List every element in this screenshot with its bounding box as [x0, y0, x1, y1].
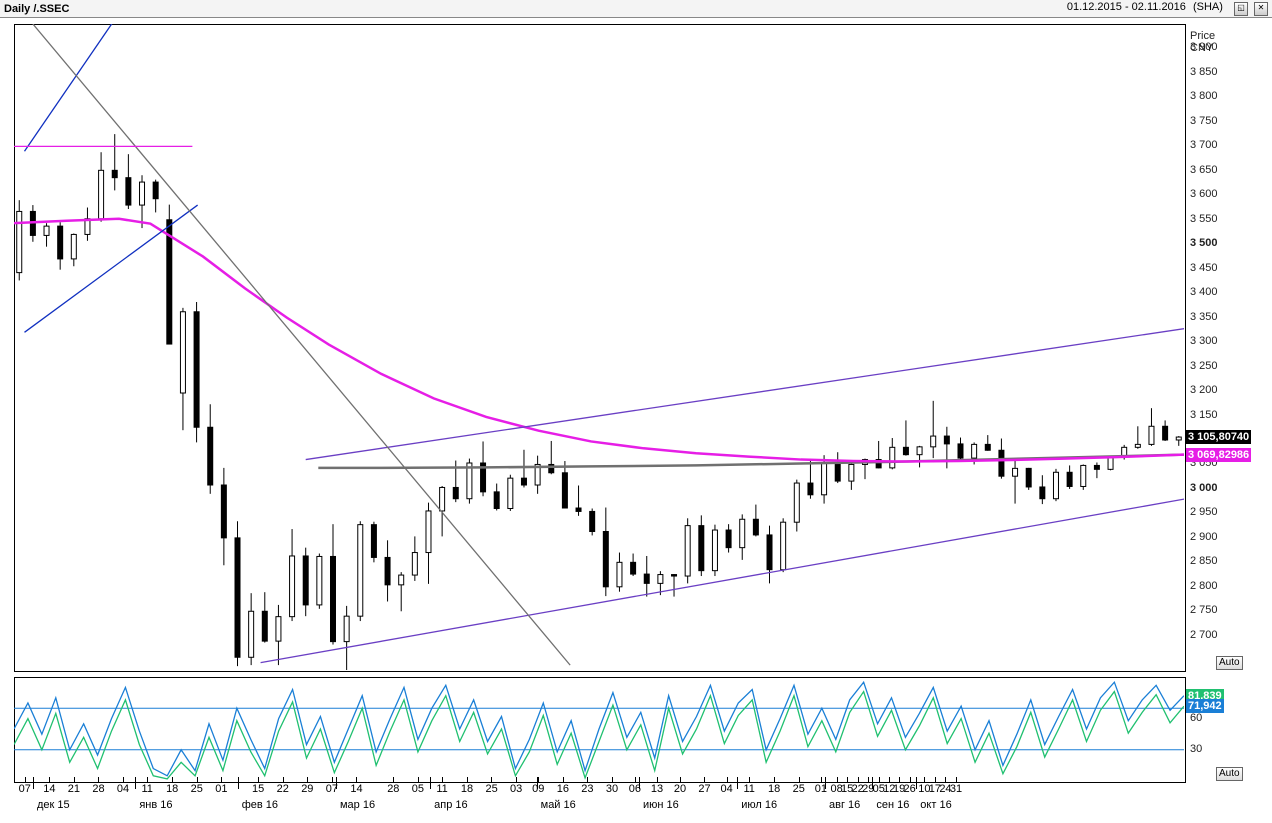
y-tick-label: 3 300 — [1190, 336, 1218, 347]
chart-root: Daily /.SSEC 01.12.2015 - 02.11.2016 (SH… — [0, 0, 1272, 823]
x-month-label: окт 16 — [920, 799, 951, 811]
x-month-label: мар 16 — [340, 799, 375, 811]
y-tick-label: 2 750 — [1190, 605, 1218, 616]
ind-marker: 71,942 — [1186, 699, 1224, 713]
x-day-label: 01 — [215, 783, 227, 795]
x-month-label: июн 16 — [643, 799, 679, 811]
x-day-label: 14 — [350, 783, 362, 795]
x-axis: 0714212804111825011522290714280511182503… — [14, 783, 1184, 819]
chart-header: Daily /.SSEC 01.12.2015 - 02.11.2016 (SH… — [0, 0, 1272, 18]
x-day-label: 09 — [532, 783, 544, 795]
x-month-label: июл 16 — [741, 799, 777, 811]
x-month-label: янв 16 — [139, 799, 172, 811]
x-month-label: апр 16 — [434, 799, 467, 811]
x-day-label: 20 — [674, 783, 686, 795]
x-day-label: 18 — [166, 783, 178, 795]
x-day-label: 15 — [252, 783, 264, 795]
x-day-label: 26 — [904, 783, 916, 795]
y-tick-label: 3 500 — [1190, 238, 1218, 249]
restore-icon[interactable]: ◱ — [1234, 2, 1248, 16]
x-day-label: 30 — [606, 783, 618, 795]
price-marker: 3 105,80740 — [1186, 430, 1251, 444]
y-tick-label: 30 — [1190, 744, 1202, 755]
y-tick-label: 3 600 — [1190, 189, 1218, 200]
y-tick-label: 3 150 — [1190, 410, 1218, 421]
x-day-label: 22 — [277, 783, 289, 795]
x-month-label: авг 16 — [829, 799, 860, 811]
x-day-label: 18 — [768, 783, 780, 795]
y-tick-label: 3 200 — [1190, 385, 1218, 396]
y-tick-label: 3 650 — [1190, 165, 1218, 176]
y-tick-label: 3 450 — [1190, 263, 1218, 274]
x-day-label: 03 — [510, 783, 522, 795]
price-marker: 3 069,82986 — [1186, 448, 1251, 462]
x-day-label: 16 — [557, 783, 569, 795]
x-month-label: дек 15 — [37, 799, 70, 811]
exchange-tag: (SHA) — [1193, 1, 1223, 13]
x-day-label: 25 — [191, 783, 203, 795]
date-range: 01.12.2015 - 02.11.2016 — [1067, 1, 1186, 13]
auto-scale-button[interactable]: Auto — [1216, 767, 1243, 781]
y-tick-label: 3 000 — [1190, 483, 1218, 494]
auto-scale-button[interactable]: Auto — [1216, 656, 1243, 670]
y-axis-main: 3 900 3 850 3 800 3 750 3 700 3 650 3 600 3 550… — [1190, 24, 1270, 670]
x-day-label: 05 — [412, 783, 424, 795]
y-tick-label: 2 900 — [1190, 532, 1218, 543]
x-day-label: 23 — [581, 783, 593, 795]
y-tick-label: 3 400 — [1190, 287, 1218, 298]
x-month-label: фев 16 — [242, 799, 278, 811]
y-tick-label: 2 850 — [1190, 556, 1218, 567]
x-month-label: май 16 — [541, 799, 576, 811]
x-day-label: 25 — [485, 783, 497, 795]
x-day-label: 18 — [461, 783, 473, 795]
x-day-label: 28 — [92, 783, 104, 795]
y-tick-label: 3 750 — [1190, 116, 1218, 127]
x-day-label: 11 — [743, 783, 754, 795]
y-tick-label: 3 900 — [1190, 42, 1218, 53]
y-tick-label: 2 950 — [1190, 507, 1218, 518]
x-day-label: 25 — [793, 783, 805, 795]
main-plot-svg — [14, 24, 1184, 670]
x-day-label: 14 — [43, 783, 55, 795]
y-tick-label: 3 350 — [1190, 312, 1218, 323]
window-icons: ◱ ✕ — [1230, 2, 1268, 16]
x-day-label: 21 — [68, 783, 80, 795]
x-day-label: 13 — [651, 783, 663, 795]
x-day-label: 04 — [721, 783, 733, 795]
y-tick-label: 3 850 — [1190, 67, 1218, 78]
x-day-label: 11 — [141, 783, 152, 795]
x-day-label: 31 — [950, 783, 962, 795]
x-month-label: сен 16 — [876, 799, 909, 811]
y-tick-label: 3 550 — [1190, 214, 1218, 225]
ind-plot-svg — [14, 677, 1184, 781]
y-tick-label: 3 800 — [1190, 91, 1218, 102]
y-tick-label: 2 800 — [1190, 581, 1218, 592]
y-tick-label: 2 700 — [1190, 630, 1218, 641]
x-day-label: 28 — [387, 783, 399, 795]
y-tick-label: 3 250 — [1190, 361, 1218, 372]
x-day-label: 27 — [698, 783, 710, 795]
chart-title: Daily /.SSEC — [4, 3, 69, 15]
x-day-label: 07 — [19, 783, 31, 795]
x-day-label: 11 — [436, 783, 447, 795]
chart-header-right: 01.12.2015 - 02.11.2016 (SHA) ◱ ✕ — [1063, 1, 1268, 16]
close-icon[interactable]: ✕ — [1254, 2, 1268, 16]
y-tick-label: 3 700 — [1190, 140, 1218, 151]
x-day-label: 04 — [117, 783, 129, 795]
x-day-label: 29 — [301, 783, 313, 795]
y-tick-label: 60 — [1190, 713, 1202, 724]
